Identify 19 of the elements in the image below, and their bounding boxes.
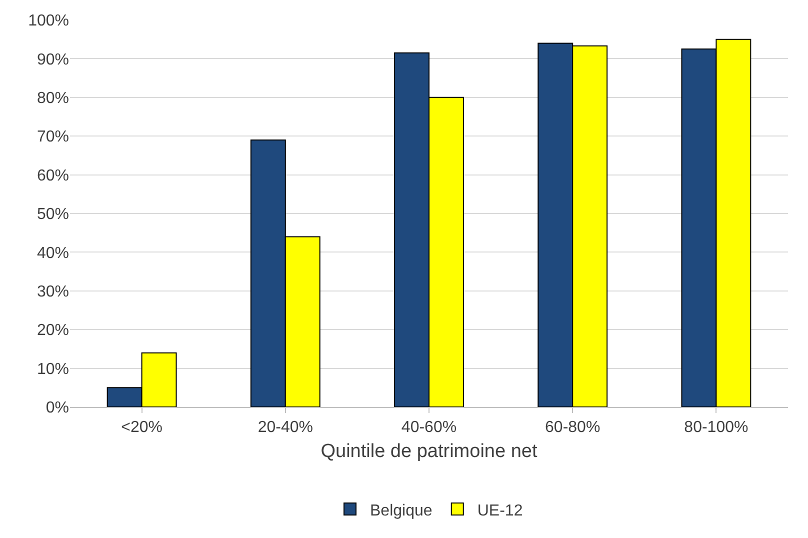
y-tick-label: 50% bbox=[36, 206, 69, 224]
y-tick-label: 40% bbox=[36, 244, 69, 262]
y-tick-label: 80% bbox=[36, 90, 69, 107]
x-tick-label: <20% bbox=[121, 419, 162, 436]
x-tick-label: 60-80% bbox=[545, 419, 600, 436]
y-tick-label: 100% bbox=[28, 12, 69, 30]
y-tick-label: 90% bbox=[36, 51, 69, 68]
y-tick-label: 60% bbox=[36, 167, 69, 184]
x-axis-title: Quintile de patrimoine net bbox=[320, 441, 538, 462]
y-tick-label: 0% bbox=[46, 400, 69, 417]
y-tick-label: 20% bbox=[36, 322, 69, 340]
legend-label: UE-12 bbox=[477, 502, 523, 520]
x-tick-label: 40-60% bbox=[401, 419, 457, 436]
y-tick-label: 10% bbox=[36, 360, 69, 378]
x-tick-label: 80-100% bbox=[684, 419, 748, 436]
y-tick-label: 70% bbox=[36, 128, 69, 146]
legend-label: Belgique bbox=[370, 502, 432, 520]
y-tick-label: 30% bbox=[36, 284, 69, 300]
x-tick-label: 20-40% bbox=[258, 419, 313, 436]
